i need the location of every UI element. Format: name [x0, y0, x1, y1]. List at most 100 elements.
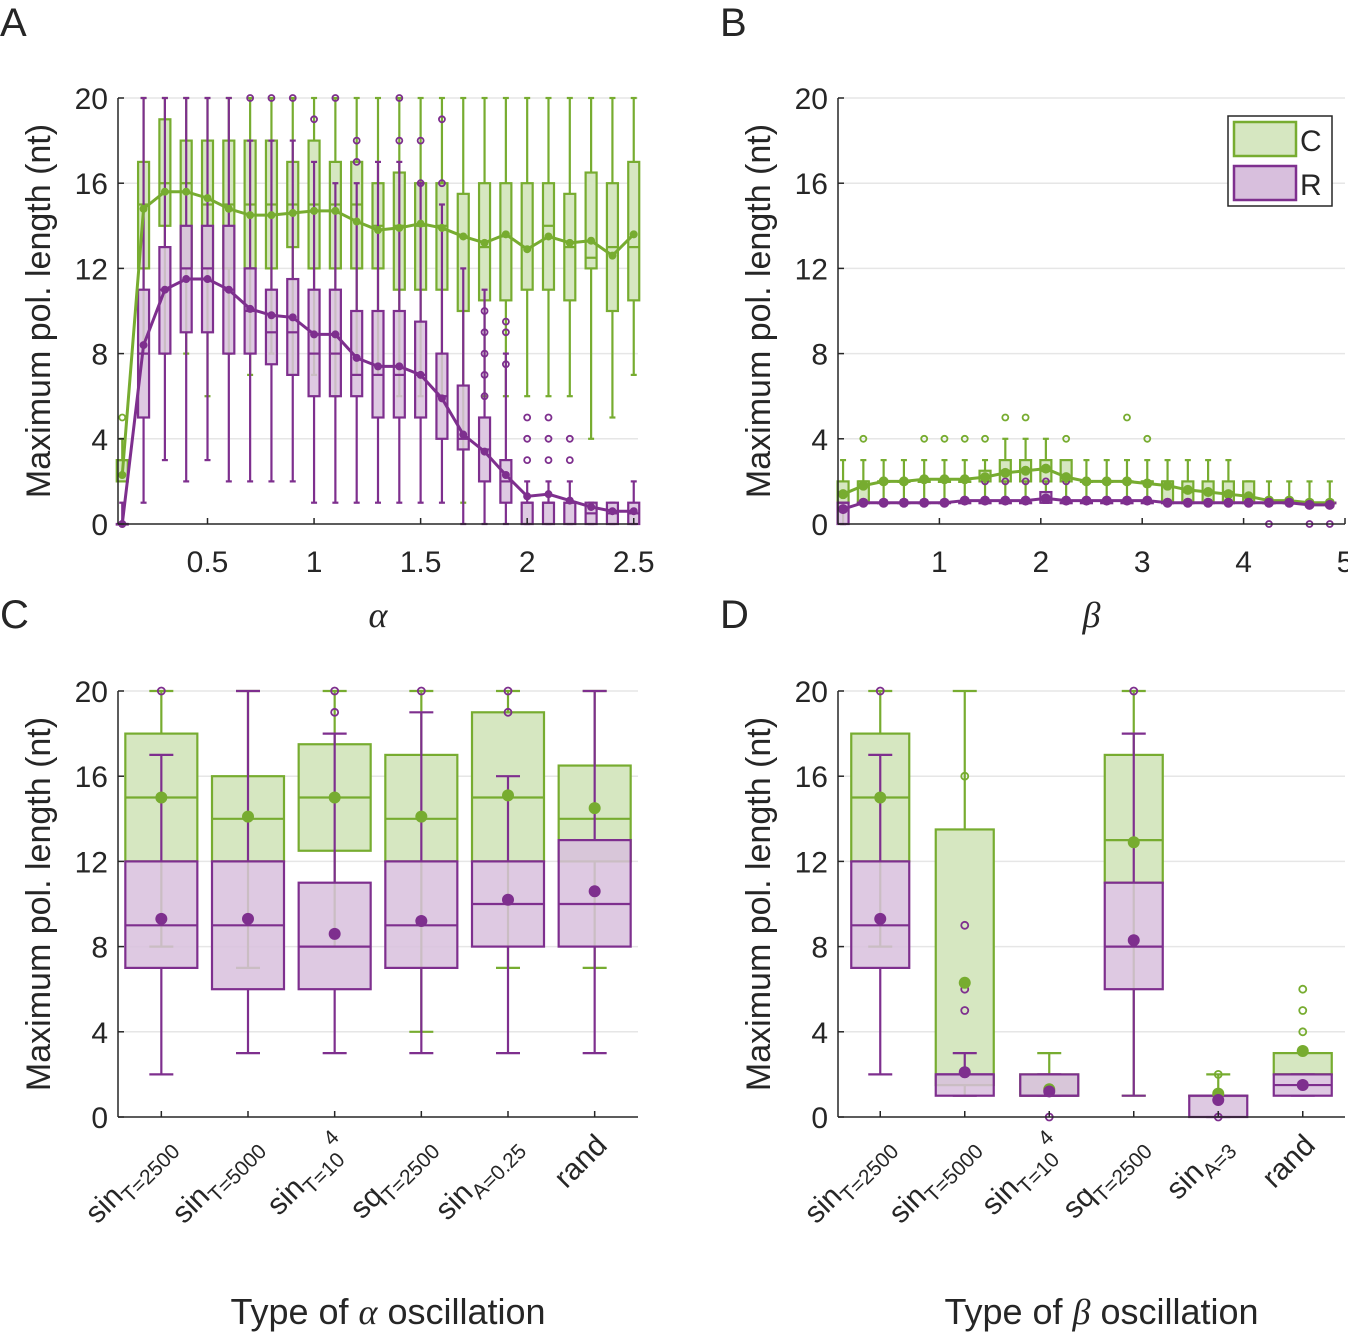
mean-marker-c	[878, 476, 889, 487]
mean-marker-r	[1223, 497, 1234, 508]
outlier-point	[352, 136, 361, 145]
box	[934, 828, 995, 1087]
y-tick-label: 16	[795, 168, 828, 201]
mean-marker-r	[959, 495, 970, 506]
y-tick-label: 4	[811, 424, 828, 457]
mean-marker-c	[1203, 487, 1214, 498]
y-tick-label: 16	[75, 761, 108, 794]
mean-marker-r	[395, 362, 404, 371]
mean-marker-r	[939, 497, 950, 508]
box	[328, 288, 342, 398]
mean-marker-r	[437, 394, 446, 403]
outlier-point	[330, 686, 340, 696]
mean-marker-r	[878, 497, 889, 508]
x-category-label: sinT=2500	[79, 1129, 184, 1234]
x-category-label: sinT=5000	[166, 1129, 271, 1234]
x-tick-label: 3	[1134, 546, 1151, 579]
outlier-point	[480, 349, 489, 358]
mean-marker-c	[1000, 467, 1011, 478]
mean-marker-c	[1040, 463, 1051, 474]
outlier-point	[480, 370, 489, 379]
mean-marker-r	[1296, 1079, 1309, 1092]
mean-marker-r	[416, 370, 425, 379]
mean-marker-c	[395, 223, 404, 232]
mean-marker-r	[1203, 497, 1214, 508]
panel-c-alpha-oscillation-boxplot: 0 4 8 12 16 20 Maximum pol. length (nt) sinT=25…	[20, 676, 638, 1332]
y-tick-label: 20	[75, 676, 108, 709]
x-tick-label: 1	[931, 546, 948, 579]
x-axis-label: Type of β oscillation	[944, 1291, 1258, 1332]
outlier-point	[981, 434, 989, 443]
y-tick-label: 4	[91, 1017, 108, 1050]
mean-marker-r	[1127, 934, 1140, 947]
outlier-point	[1001, 413, 1010, 422]
mean-marker-r	[1061, 495, 1072, 506]
y-tick-label: 0	[91, 509, 108, 542]
outlier-point	[416, 179, 425, 188]
panel-d-beta-oscillation-boxplot: 0 4 8 12 16 20 Maximum pol. length (nt) sinT=25…	[740, 676, 1345, 1332]
outlier-point	[288, 94, 297, 102]
mean-marker-r	[1101, 495, 1112, 506]
outlier-point	[1001, 477, 1010, 486]
outlier-point	[960, 1006, 970, 1015]
mean-marker-r	[565, 496, 574, 505]
outlier-point	[416, 686, 426, 696]
mean-marker-c	[1127, 836, 1140, 849]
outlier-point	[352, 157, 361, 166]
mean-marker-r	[1263, 497, 1274, 508]
y-tick-label: 20	[795, 83, 828, 116]
mean-marker-r	[608, 507, 617, 516]
mean-marker-c	[182, 187, 191, 196]
y-axis-label: Maximum pol. length (nt)	[740, 124, 778, 498]
panel-a-alpha-boxplot: 0 4 8 12 16 20 Maximum pol. length (nt) 0.5 1 1.5…	[20, 83, 655, 635]
mean-marker-c	[502, 789, 514, 802]
x-axis-label: β	[1082, 595, 1101, 635]
outlier-point	[960, 771, 970, 781]
box	[563, 501, 577, 526]
mean-marker-r	[980, 495, 991, 506]
x-tick-label: 2	[519, 546, 536, 579]
mean-marker-r	[1000, 495, 1011, 506]
outlier-point	[1021, 413, 1030, 422]
mean-marker-c	[1162, 480, 1173, 491]
legend-label-c: C	[1300, 125, 1322, 158]
mean-marker-c	[587, 236, 596, 245]
mean-marker-r	[160, 285, 169, 294]
mean-marker-c	[242, 810, 254, 823]
outlier-point	[480, 307, 489, 315]
outlier-point	[395, 136, 404, 145]
mean-marker-r	[1304, 499, 1315, 510]
outlier-point	[859, 434, 868, 443]
mean-marker-c	[267, 211, 276, 220]
outlier-point	[331, 94, 340, 102]
mean-marker-c	[544, 232, 553, 241]
mean-marker-c	[246, 211, 255, 220]
x-category-label: sinT=2500	[798, 1129, 903, 1234]
series-c	[836, 413, 1337, 526]
mean-marker-r	[629, 507, 638, 516]
mean-marker-r	[501, 471, 510, 480]
outlier-point	[565, 434, 574, 443]
outlier-point	[503, 707, 513, 717]
mean-marker-r	[459, 430, 468, 439]
mean-marker-r	[1040, 493, 1051, 504]
mean-marker-c	[565, 238, 574, 247]
outlier-point	[1298, 984, 1308, 994]
mean-marker-c	[629, 230, 638, 239]
mean-marker-c	[203, 194, 212, 203]
mean-marker-c	[1061, 472, 1072, 483]
outlier-point	[523, 413, 532, 422]
y-axis-label: Maximum pol. length (nt)	[20, 717, 58, 1091]
panel-letter-b: B	[720, 1, 747, 45]
outlier-point	[503, 686, 513, 696]
x-category-label: sqT=2500	[1056, 1129, 1157, 1230]
outlier-point	[1041, 477, 1050, 486]
mean-marker-r	[1043, 1085, 1056, 1098]
mean-marker-r	[1324, 499, 1335, 510]
outlier-point	[1062, 434, 1071, 443]
outlier-point	[246, 94, 255, 102]
mean-marker-r	[480, 447, 489, 456]
mean-marker-r	[898, 497, 909, 508]
y-tick-label: 8	[811, 932, 828, 965]
mean-marker-c	[139, 204, 148, 213]
